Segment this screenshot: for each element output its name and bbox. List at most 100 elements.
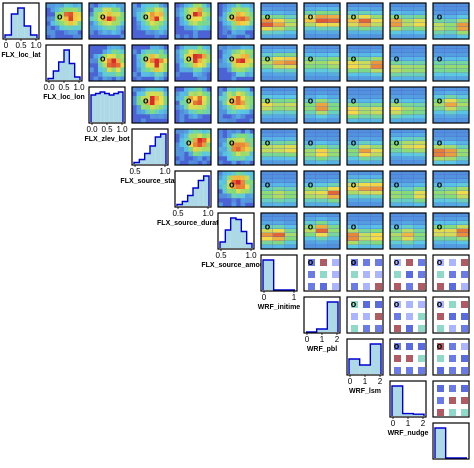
histogram-bar	[402, 413, 414, 416]
density-panel-FLX_zlev_bot-WRF_lsm: o	[346, 86, 384, 124]
histogram-bar	[327, 302, 338, 332]
histogram-FLX_source_amount: 0.5 1.0 FLX_source_amount	[201, 212, 271, 269]
histogram-bar	[160, 134, 166, 164]
density-panel-WRF_nudge-WRF_reanalysis	[432, 380, 470, 418]
best-fit-marker: o	[265, 12, 271, 22]
density-panel-FLX_loc_lon-FLX_zlev_bot: o	[88, 44, 126, 82]
histogram-bar	[150, 146, 156, 164]
histogram-FLX_source_start: 0.5 1.0 FLX_source_start	[120, 128, 180, 185]
histogram-bar	[11, 14, 18, 38]
histogram-FLX_zlev_bot: 0.0 0.5 1.0 FLX_zlev_bot	[84, 86, 130, 143]
tick-label: 1	[292, 293, 297, 302]
tick-label: 0.0	[86, 125, 98, 134]
tick-label: 0.5	[129, 167, 141, 176]
best-fit-marker: o	[143, 96, 149, 106]
density-panel-WRF_initime-WRF_nudge: o	[389, 254, 427, 292]
histogram-bar	[100, 92, 105, 122]
histogram-bar	[263, 260, 274, 290]
density-panel-FLX_source_duration-WRF_initime: o	[260, 170, 298, 208]
histogram-bar	[435, 428, 446, 458]
axis-label: FLX_loc_lat	[1, 52, 41, 59]
histogram-bar	[225, 230, 231, 248]
histogram-bar	[109, 95, 114, 122]
best-fit-marker: o	[143, 12, 149, 22]
best-fit-marker: o	[265, 138, 271, 148]
best-fit-marker: o	[265, 54, 271, 64]
histogram-bar	[48, 78, 54, 80]
histogram-bar	[95, 93, 101, 122]
tick-label: 0.5	[172, 209, 184, 218]
tick-label: 0.5	[58, 83, 70, 92]
histogram-WRF_nudge: 0 1 2 WRF_nudge	[388, 380, 429, 437]
density-panel-FLX_loc_lat-FLX_source_amount: o	[217, 2, 255, 40]
best-fit-marker: o	[229, 96, 235, 106]
best-fit-marker: o	[308, 54, 314, 64]
best-fit-marker: o	[437, 138, 443, 148]
best-fit-marker: o	[265, 96, 271, 106]
density-panel-WRF_pbl-WRF_reanalysis: o	[432, 296, 470, 334]
histogram-bar	[139, 159, 145, 164]
best-fit-marker: o	[437, 341, 443, 351]
histogram-bar	[104, 93, 110, 122]
best-fit-marker: o	[186, 138, 192, 148]
histogram-bar	[17, 8, 25, 38]
density-panel-FLX_loc_lat-FLX_zlev_bot: o	[88, 2, 126, 40]
best-fit-marker: o	[308, 257, 314, 267]
axis-label: WRF_pbl	[307, 346, 337, 353]
best-fit-marker: o	[351, 96, 357, 106]
best-fit-marker: o	[394, 222, 400, 232]
density-panel-FLX_source_amount-WRF_initime: o	[260, 212, 298, 250]
histogram-bar	[198, 180, 204, 206]
density-panel-WRF_initime-WRF_lsm: o	[346, 254, 384, 292]
density-panel-FLX_loc_lon-FLX_source_amount: o	[217, 44, 255, 82]
axis-label: FLX_source_start	[120, 178, 180, 185]
tick-label: 2	[378, 377, 383, 386]
tick-label: 0	[391, 419, 396, 428]
density-panel-FLX_loc_lat-FLX_loc_lon: o	[45, 2, 83, 40]
density-panel-FLX_loc_lat-WRF_lsm: o	[346, 2, 384, 40]
best-fit-marker: o	[437, 96, 443, 106]
tick-label: 1.0	[245, 251, 257, 260]
density-panel-FLX_source_start-WRF_initime: o	[260, 128, 298, 166]
histogram-bar	[144, 153, 150, 164]
best-fit-marker: o	[308, 96, 314, 106]
density-panel-FLX_source_duration-WRF_nudge: o	[389, 170, 427, 208]
histogram-bar	[64, 50, 70, 80]
tick-label: 2	[421, 419, 426, 428]
histogram-bar	[230, 218, 236, 248]
histogram-bar	[155, 137, 161, 164]
best-fit-marker: o	[265, 222, 271, 232]
density-panel-WRF_lsm-WRF_nudge: o	[389, 338, 427, 376]
tick-label: 1.0	[30, 41, 42, 50]
density-panel-FLX_source_amount-WRF_reanalysis: o	[432, 212, 470, 250]
axis-label: WRF_initime	[258, 304, 300, 311]
tick-label: 2	[335, 335, 340, 344]
tick-label: 0.5	[101, 125, 113, 134]
density-panel-FLX_zlev_bot-WRF_pbl: o	[303, 86, 341, 124]
density-panel-FLX_source_amount-WRF_lsm: o	[346, 212, 384, 250]
best-fit-marker: o	[394, 180, 400, 190]
best-fit-marker: o	[351, 257, 357, 267]
best-fit-marker: o	[100, 12, 106, 22]
tick-label: 1	[363, 377, 368, 386]
histogram-bar	[134, 162, 140, 164]
best-fit-marker: o	[437, 299, 443, 309]
density-panel-FLX_loc_lon-WRF_lsm: o	[346, 44, 384, 82]
histogram-bar	[69, 63, 75, 80]
best-fit-marker: o	[229, 12, 235, 22]
best-fit-marker: o	[351, 299, 357, 309]
histogram-bar	[187, 195, 193, 206]
best-fit-marker: o	[186, 54, 192, 64]
density-panel-FLX_source_start-WRF_pbl: o	[303, 128, 341, 166]
density-panel-FLX_loc_lon-WRF_reanalysis: o	[432, 44, 470, 82]
best-fit-marker: o	[265, 180, 271, 190]
density-panel-WRF_lsm-WRF_reanalysis: o	[432, 338, 470, 376]
density-panel-FLX_zlev_bot-WRF_reanalysis: o	[432, 86, 470, 124]
density-panel-FLX_source_start-FLX_source_amount: o	[217, 128, 255, 166]
density-panel-FLX_source_start-WRF_reanalysis: o	[432, 128, 470, 166]
histogram-FLX_loc_lat: 0 0.5 1.0 FLX_loc_lat	[1, 2, 42, 59]
histogram-bar	[5, 35, 12, 38]
best-fit-marker: o	[229, 180, 235, 190]
best-fit-marker: o	[57, 12, 63, 22]
density-panel-FLX_loc_lat-FLX_source_duration: o	[174, 2, 212, 40]
